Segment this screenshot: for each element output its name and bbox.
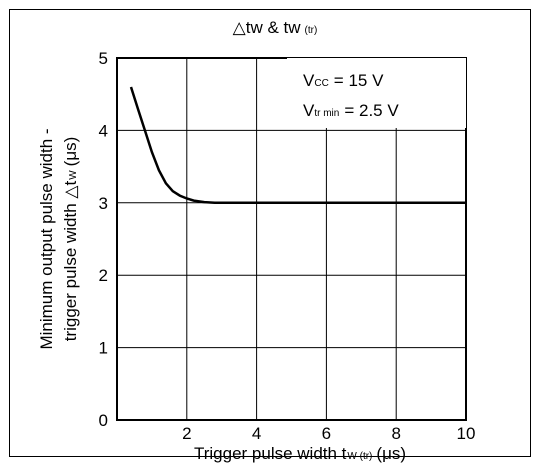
annotation-vtr-min: Vtr min = 2.5 V	[303, 101, 399, 120]
x-tick-label: 8	[391, 424, 400, 443]
x-tick-label: 2	[182, 424, 191, 443]
y-tick-labels: 0 1 2 3 4 5	[99, 49, 108, 430]
x-axis-title: Trigger pulse width tW (tr) (μs)	[194, 444, 406, 463]
x-tick-labels: 2 4 6 8 10	[182, 424, 475, 443]
x-tick-label: 6	[322, 424, 331, 443]
y-tick-label: 3	[99, 194, 108, 213]
annotation-box	[287, 58, 466, 128]
y-tick-label: 5	[99, 49, 108, 68]
y-tick-label: 2	[99, 266, 108, 285]
chart-title: △tw & tw (tr)	[233, 18, 318, 37]
series-line	[129, 86, 466, 205]
annotation-vcc: VCC = 15 V	[303, 71, 384, 90]
y-axis-title-line2: trigger pulse width △tW(μs)	[61, 137, 80, 342]
y-tick-label: 4	[99, 121, 108, 140]
y-tick-label: 1	[99, 339, 108, 358]
y-tick-label: 0	[99, 411, 108, 430]
x-tick-label: 4	[252, 424, 261, 443]
y-axis-title-line1: Minimum output pulse width -	[37, 128, 56, 349]
x-tick-label: 10	[457, 424, 476, 443]
